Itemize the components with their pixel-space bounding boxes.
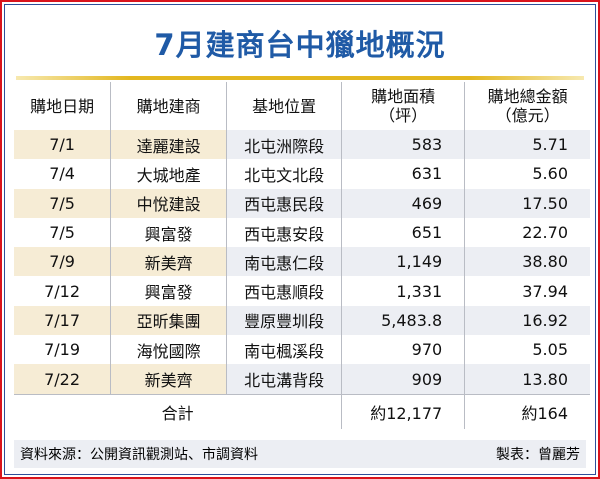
developer-cell: 興富發 [110, 276, 227, 306]
developer-cell: 達麗建設 [110, 130, 227, 160]
source-note: 資料來源：公開資訊觀測站、市調資料 [20, 447, 258, 463]
date-cell: 7/5 [14, 188, 111, 218]
area-cell: 631 [341, 159, 465, 189]
area-cell: 1,149 [341, 247, 465, 277]
table-row: 7/17 亞昕集團 豐原豐圳段 5,483.8 16.92 [14, 305, 590, 336]
developer-cell: 海悅國際 [110, 335, 227, 365]
table-row: 7/19 海悅國際 南屯楓溪段 970 5.05 [14, 335, 590, 365]
amount-cell: 13.80 [464, 364, 590, 395]
location-cell: 西屯惠安段 [226, 217, 342, 248]
land-purchase-table: 購地日期 購地建商 基地位置 購地面積 （坪） 購地總金額 （億元） 7/1 達麗建設 北屯… [14, 82, 590, 429]
amount-cell: 5.71 [464, 130, 590, 160]
table-row: 7/5 興富發 西屯惠安段 651 22.70 [14, 217, 590, 248]
area-cell: 583 [341, 130, 465, 160]
total-label: 合計 [14, 393, 342, 429]
column-header: 購地面積 （坪） [341, 82, 465, 130]
developer-cell: 新美齊 [110, 247, 227, 277]
area-cell: 651 [341, 217, 465, 248]
amount-cell: 16.92 [464, 305, 590, 336]
table-row: 7/4 大城地產 北屯文北段 631 5.60 [14, 159, 590, 189]
area-cell: 469 [341, 188, 465, 218]
total-row: 合計 約12,177 約164 [14, 393, 590, 429]
amount-cell: 5.05 [464, 335, 590, 365]
table-row: 7/9 新美齊 南屯惠仁段 1,149 38.80 [14, 247, 590, 277]
amount-cell: 38.80 [464, 247, 590, 277]
total-amount: 約164 [464, 393, 590, 429]
location-cell: 西屯惠順段 [226, 276, 342, 306]
page-title: 7月建商台中獵地概況 [154, 28, 446, 62]
amount-cell: 17.50 [464, 188, 590, 218]
area-cell: 1,331 [341, 276, 465, 306]
amount-cell: 37.94 [464, 276, 590, 306]
table-row: 7/1 達麗建設 北屯洲際段 583 5.71 [14, 130, 590, 160]
developer-cell: 新美齊 [110, 364, 227, 395]
table-row: 7/12 興富發 西屯惠順段 1,331 37.94 [14, 276, 590, 306]
column-header: 購地日期 [30, 96, 95, 116]
date-cell: 7/9 [14, 247, 111, 277]
date-cell: 7/19 [44, 340, 81, 360]
inner-border [4, 4, 596, 475]
column-header: 購地建商 [110, 82, 227, 130]
footer: 資料來源：公開資訊觀測站、市調資料 製表：曾麗芳 [14, 440, 586, 468]
date-cell: 7/1 [14, 130, 111, 160]
location-cell: 北屯文北段 [226, 159, 342, 189]
date-cell: 7/17 [14, 305, 111, 336]
location-cell: 豐原豐圳段 [226, 305, 342, 336]
table-row: 7/5 中悅建設 西屯惠民段 469 17.50 [14, 188, 590, 218]
developer-cell: 亞昕集團 [110, 305, 227, 336]
author-credit: 製表：曾麗芳 [496, 447, 580, 463]
date-cell: 7/22 [14, 364, 111, 395]
developer-cell: 興富發 [110, 217, 227, 248]
date-cell: 7/12 [44, 281, 81, 301]
area-cell: 5,483.8 [341, 305, 465, 336]
amount-cell: 5.60 [464, 159, 590, 189]
location-cell: 南屯楓溪段 [226, 335, 342, 365]
location-cell: 北屯溝背段 [226, 364, 342, 395]
location-cell: 南屯惠仁段 [226, 247, 342, 277]
location-cell: 西屯惠民段 [226, 188, 342, 218]
developer-cell: 中悅建設 [110, 188, 227, 218]
table-row: 7/22 新美齊 北屯溝背段 909 13.80 [14, 364, 590, 395]
location-cell: 北屯洲際段 [226, 130, 342, 160]
column-header: 購地總金額 （億元） [464, 82, 590, 130]
total-area: 約12,177 [341, 393, 465, 429]
date-cell: 7/4 [49, 164, 75, 184]
column-header: 基地位置 [226, 82, 342, 130]
area-cell: 970 [341, 335, 465, 365]
amount-cell: 22.70 [464, 217, 590, 248]
developer-cell: 大城地產 [110, 159, 227, 189]
title-divider [16, 76, 584, 80]
date-cell: 7/5 [49, 223, 75, 243]
area-cell: 909 [341, 364, 465, 395]
